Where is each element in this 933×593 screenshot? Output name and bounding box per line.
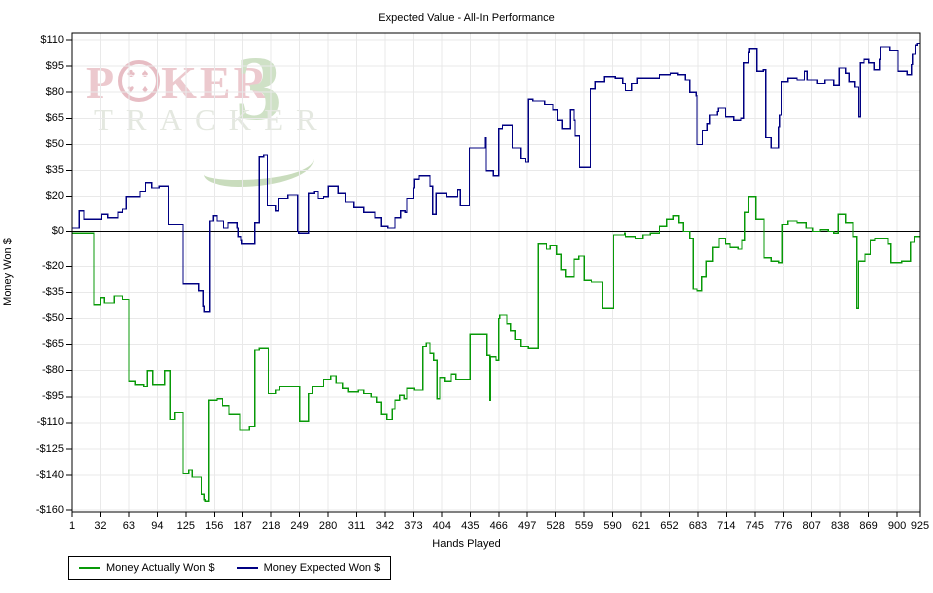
x-tick-label: 32 <box>94 520 107 532</box>
plot-border <box>71 32 921 513</box>
y-tick-label: -$65 <box>41 338 64 351</box>
x-tick-label: 311 <box>347 520 366 532</box>
x-tick-label: 466 <box>489 520 508 532</box>
x-tick-label: 342 <box>375 520 395 532</box>
x-axis-title: Hands Played <box>432 538 501 550</box>
x-tick-label: 497 <box>518 520 537 532</box>
x-tick-label: 745 <box>745 520 764 532</box>
x-tick-label: 776 <box>774 520 793 532</box>
legend-label: Money Actually Won $ <box>106 562 215 574</box>
y-tick-label: $110 <box>40 33 64 46</box>
x-tick-label: 838 <box>830 520 850 532</box>
x-tick-label: 1 <box>68 520 76 532</box>
legend-item-expected-won: Money Expected Won $ <box>236 562 381 574</box>
x-tick-label: 404 <box>432 520 452 532</box>
y-tick-label: $65 <box>45 111 64 124</box>
x-tick-label: 714 <box>717 520 736 532</box>
x-tick-label: 807 <box>802 520 821 532</box>
y-tick-label: $35 <box>45 164 64 177</box>
legend-item-actually-won: Money Actually Won $ <box>79 562 215 574</box>
y-tick-label: $20 <box>45 190 64 203</box>
x-tick-label: 125 <box>176 520 195 532</box>
y-tick-label: $50 <box>45 137 64 150</box>
x-tick-label: 156 <box>205 520 224 532</box>
series-line-expected-won <box>72 42 920 313</box>
y-tick-label: -$95 <box>41 390 64 403</box>
x-tick-label: 683 <box>688 520 708 532</box>
x-tick-label: 63 <box>122 520 136 532</box>
x-tick-label: 218 <box>261 520 281 532</box>
y-tick-label: -$110 <box>36 416 64 429</box>
x-tick-label: 373 <box>404 520 423 532</box>
y-tick-label: -$80 <box>41 364 64 377</box>
x-tick-label: 925 <box>910 520 930 532</box>
series-line-actually-won <box>72 196 920 502</box>
x-tick-label: 652 <box>660 520 679 532</box>
x-tick-label: 94 <box>151 520 164 532</box>
x-tick-label: 435 <box>461 520 480 532</box>
x-tick-label: 559 <box>574 520 594 532</box>
x-tick-label: 280 <box>318 520 338 532</box>
chart-legend: Money Actually Won $ Money Expected Won … <box>68 556 392 580</box>
y-tick-label: $95 <box>45 59 64 72</box>
x-tick-label: 590 <box>603 520 622 532</box>
legend-swatch-navy <box>236 567 258 569</box>
legend-label: Money Expected Won $ <box>263 562 381 574</box>
x-tick-label: 249 <box>290 520 309 532</box>
y-tick-label: -$125 <box>35 442 64 455</box>
x-tick-label: 528 <box>546 520 565 532</box>
y-tick-label: -$160 <box>35 503 64 516</box>
x-tick-label: 869 <box>859 520 878 532</box>
x-tick-label: 187 <box>233 520 252 532</box>
y-tick-label: $0 <box>51 224 64 237</box>
y-axis-title: Money Won $ <box>2 238 14 306</box>
y-tick-label: $80 <box>45 85 64 98</box>
y-tick-label: -$140 <box>35 468 64 481</box>
y-tick-label: -$20 <box>41 259 64 272</box>
legend-swatch-green <box>79 567 100 569</box>
x-tick-label: 621 <box>631 520 651 532</box>
chart-title: Expected Value - All-In Performance <box>378 12 555 24</box>
y-tick-label: -$35 <box>41 285 64 298</box>
y-tick-label: -$50 <box>41 312 64 325</box>
x-tick-label: 900 <box>887 520 907 532</box>
